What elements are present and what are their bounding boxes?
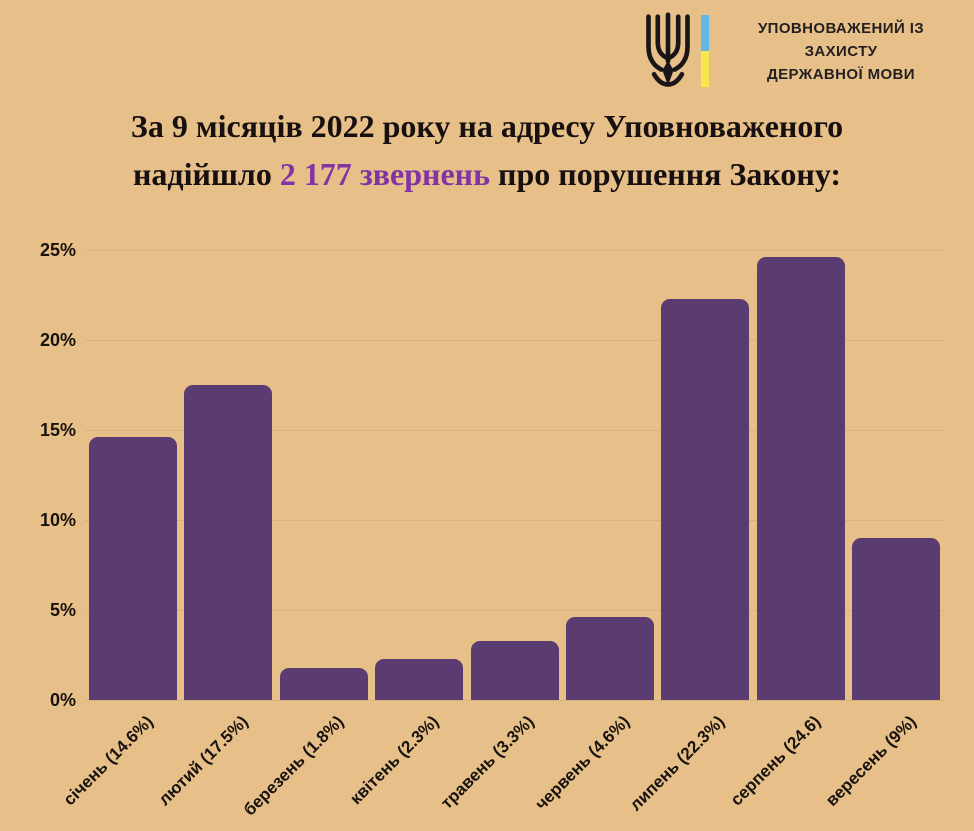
bar-1 (89, 437, 177, 700)
flag-stripe-icon (701, 15, 709, 87)
bar-6 (566, 617, 654, 700)
flag-blue-half (701, 15, 709, 51)
x-axis-label-9: вересень (9%) (821, 712, 920, 810)
y-axis-label-10%: 10% (39, 510, 76, 530)
y-axis-label-20%: 20% (39, 330, 76, 350)
x-axis-label-8: серпень (24.6) (726, 712, 825, 810)
org-logo: УПОВНОВАЖЕНИЙ ІЗ ЗАХИСТУ ДЕРЖАВНОЇ МОВИ (642, 12, 960, 90)
title-highlight: 2 177 звернень (279, 156, 491, 192)
x-axis-label-6: червень (4.6%) (531, 712, 634, 814)
title-line1: За 9 місяців 2022 року на адресу Уповнов… (130, 108, 844, 144)
org-name-line1: УПОВНОВАЖЕНИЙ ІЗ ЗАХИСТУ (757, 19, 925, 60)
org-name: УПОВНОВАЖЕНИЙ ІЗ ЗАХИСТУ ДЕРЖАВНОЇ МОВИ (722, 17, 960, 86)
bar-5 (470, 640, 559, 700)
tryzub-icon (646, 12, 690, 87)
y-axis-label-25%: 25% (39, 240, 76, 260)
title-line2: надійшло 2 177 звернень про порушення За… (0, 150, 974, 198)
flag-yellow-half (701, 51, 709, 87)
title-line2-pre: надійшло (132, 156, 272, 192)
gridline-25% (85, 250, 945, 251)
y-axis-label-5%: 5% (49, 600, 76, 620)
x-axis-label-7: липень (22.3%) (626, 712, 729, 815)
bar-2 (184, 385, 273, 700)
x-axis-label-3: березень (1.8%) (239, 712, 348, 820)
page-title: За 9 місяців 2022 року на адресу Уповнов… (0, 102, 974, 198)
gridline-5% (85, 610, 945, 611)
title-line2-post: про порушення Закону: (498, 156, 842, 192)
bar-3 (279, 667, 368, 700)
y-axis-label-0%: 0% (49, 690, 76, 710)
bar-4 (375, 658, 464, 700)
gridline-15% (85, 430, 945, 431)
x-axis-label-1: січень (14.6%) (59, 712, 157, 810)
org-name-line2: ДЕРЖАВНОЇ МОВИ (767, 65, 915, 83)
y-axis-label-15%: 15% (39, 420, 76, 440)
gridline-20% (85, 340, 945, 341)
x-axis-label-4: квітень (2.3%) (346, 712, 443, 809)
bar-9 (852, 538, 941, 700)
x-axis-label-2: лютий (17.5%) (154, 712, 252, 810)
bar-7 (661, 298, 750, 700)
gridline-0% (85, 700, 945, 701)
gridline-10% (85, 520, 945, 521)
bar-8 (756, 257, 845, 700)
x-axis-label-5: травень (3.3%) (437, 712, 539, 813)
